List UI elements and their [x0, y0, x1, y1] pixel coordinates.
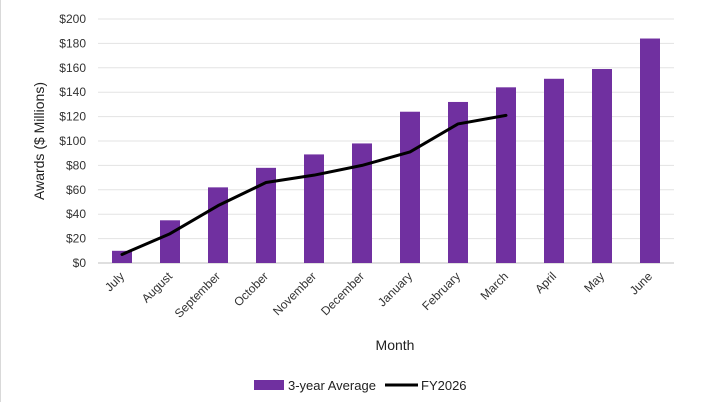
frame-border	[0, 0, 1, 402]
bar	[640, 38, 660, 263]
y-tick-label: $180	[59, 36, 86, 50]
legend: 3-year Average FY2026	[254, 378, 467, 393]
y-tick-label: $140	[59, 85, 86, 99]
x-tick-label: September	[172, 269, 223, 320]
y-axis-title: Awards ($ Millions)	[31, 82, 47, 200]
bar	[544, 78, 564, 263]
bar	[352, 143, 372, 263]
bar	[400, 111, 420, 263]
x-tick-label: March	[478, 269, 511, 302]
y-tick-label: $160	[59, 61, 86, 75]
legend-swatch-bar	[254, 380, 284, 390]
line-series	[120, 113, 508, 256]
bar	[304, 154, 324, 263]
x-tick-label: November	[270, 269, 319, 318]
y-tick-label: $100	[59, 134, 86, 148]
x-tick-label: August	[139, 269, 176, 306]
x-tick-label: January	[375, 269, 415, 309]
bar	[592, 69, 612, 264]
x-tick-label: June	[627, 269, 656, 298]
y-tick-label: $120	[59, 110, 86, 124]
bar	[256, 167, 276, 263]
bar	[160, 220, 180, 263]
legend-label-line: FY2026	[421, 378, 467, 393]
y-axis-ticks: $0 $20 $40 $60 $80 $100 $120 $140 $160 $180 $200	[59, 12, 86, 270]
y-tick-label: $0	[73, 256, 87, 270]
gridlines	[98, 18, 674, 264]
bar-series	[112, 38, 660, 264]
y-tick-label: $20	[66, 232, 86, 246]
x-tick-label: May	[581, 269, 607, 295]
x-tick-label: July	[102, 269, 127, 294]
x-tick-label: December	[318, 269, 367, 318]
bar	[448, 101, 468, 264]
x-tick-label: April	[532, 269, 559, 296]
x-tick-label: February	[419, 269, 463, 313]
bar	[208, 187, 228, 263]
y-tick-label: $200	[59, 12, 86, 26]
bar	[496, 87, 516, 263]
x-tick-label: October	[231, 269, 271, 309]
y-tick-label: $60	[66, 183, 86, 197]
y-tick-label: $80	[66, 158, 86, 172]
fy2026-line	[120, 113, 508, 256]
legend-label-bar: 3-year Average	[288, 378, 376, 393]
y-tick-label: $40	[66, 207, 86, 221]
x-axis-title: Month	[376, 337, 415, 353]
